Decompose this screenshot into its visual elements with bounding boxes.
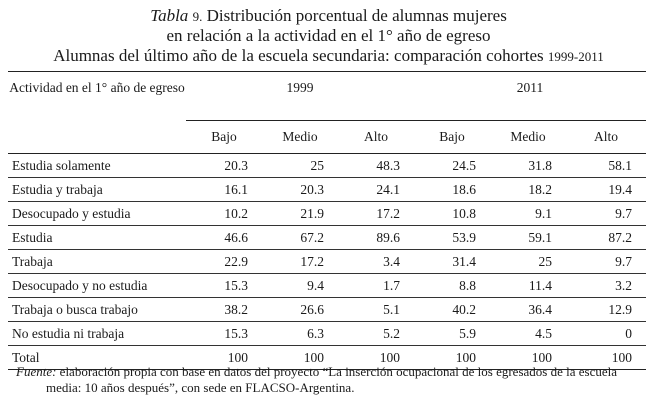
row-label: Estudia: [8, 225, 186, 250]
table-cell: 20.3: [186, 153, 262, 178]
table-cell: 31.4: [414, 249, 490, 274]
table-row: Total 100 100 100 100 100 100: [8, 345, 647, 370]
table-cell: 59.1: [490, 225, 566, 250]
table-cell: 58.1: [566, 153, 647, 178]
footnote: Fuente: elaboración propia con base en d…: [16, 364, 646, 396]
table-cell: 3.2: [566, 273, 647, 298]
table-title-line-1: Tabla 9. Distribución porcentual de alum…: [0, 6, 657, 27]
table-cell: 24.1: [338, 177, 414, 202]
table-row: No estudia ni trabaja 15.3 6.3 5.2 5.9 4.5 0: [8, 321, 647, 346]
table-cell: 3.4: [338, 249, 414, 274]
table-cell: 31.8: [490, 153, 566, 178]
table-cell: 100: [566, 345, 647, 370]
row-label: Total: [8, 345, 186, 370]
subtitle-text: Alumnas del último año de la escuela sec…: [53, 46, 544, 65]
subheader-bajo: Bajo: [414, 120, 490, 154]
subheader-medio: Medio: [262, 120, 338, 154]
table-cell: 38.2: [186, 297, 262, 322]
row-label: No estudia ni trabaja: [8, 321, 186, 346]
table-cell: 48.3: [338, 153, 414, 178]
table-cell: 36.4: [490, 297, 566, 322]
subheader-bajo: Bajo: [186, 120, 262, 154]
data-table: Actividad en el 1° año de egreso 1999 20…: [8, 71, 647, 370]
table-cell: 21.9: [262, 201, 338, 226]
row-label: Trabaja o busca trabajo: [8, 297, 186, 322]
table-cell: 12.9: [566, 297, 647, 322]
table-cell: 53.9: [414, 225, 490, 250]
table-cell: 25: [490, 249, 566, 274]
table-cell: 4.5: [490, 321, 566, 346]
table-cell: 67.2: [262, 225, 338, 250]
row-label: Desocupado y estudia: [8, 201, 186, 226]
table-cell: 0: [566, 321, 647, 346]
footnote-label: Fuente:: [16, 364, 57, 379]
subheader-alto: Alto: [338, 120, 414, 154]
table-cell: 24.5: [414, 153, 490, 178]
table-cell: 100: [414, 345, 490, 370]
table-cell: 25: [262, 153, 338, 178]
table-cell: 16.1: [186, 177, 262, 202]
row-label: Desocupado y no estudia: [8, 273, 186, 298]
table-cell: 19.4: [566, 177, 647, 202]
table-cell: 9.4: [262, 273, 338, 298]
subheader-medio: Medio: [490, 120, 566, 154]
table-row: Estudia 46.6 67.2 89.6 53.9 59.1 87.2: [8, 225, 647, 250]
table-row: Trabaja o busca trabajo 38.2 26.6 5.1 40.2 36…: [8, 297, 647, 322]
table-title-line-2: en relación a la actividad en el 1° año …: [166, 26, 491, 45]
table-cell: 87.2: [566, 225, 647, 250]
table-cell: 1.7: [338, 273, 414, 298]
group-header-2011: 2011: [414, 71, 647, 121]
table-cell: 17.2: [338, 201, 414, 226]
table-cell: 8.8: [414, 273, 490, 298]
table-cell: 10.2: [186, 201, 262, 226]
row-header: Actividad en el 1° año de egreso: [8, 71, 186, 154]
title-text: Distribución porcentual de alumnas mujer…: [206, 6, 507, 25]
table-cell: 15.3: [186, 321, 262, 346]
table-row: Trabaja 22.9 17.2 3.4 31.4 25 9.7: [8, 249, 647, 274]
table-number: 9.: [192, 9, 203, 24]
table-cell: 5.1: [338, 297, 414, 322]
table-label: Tabla: [150, 6, 189, 25]
footnote-line-2: media: 10 años después”, con sede en FLA…: [46, 380, 355, 395]
table-cell: 89.6: [338, 225, 414, 250]
row-label: Estudia solamente: [8, 153, 186, 178]
table-cell: 5.9: [414, 321, 490, 346]
table-cell: 9.1: [490, 201, 566, 226]
table-cell: 15.3: [186, 273, 262, 298]
table-cell: 9.7: [566, 201, 647, 226]
group-header-1999: 1999: [186, 71, 414, 121]
table-cell: 40.2: [414, 297, 490, 322]
footnote-line-1: elaboración propia con base en datos del…: [59, 364, 617, 379]
row-label: Estudia y trabaja: [8, 177, 186, 202]
table-row: Estudia solamente 20.3 25 48.3 24.5 31.8 58.1: [8, 153, 647, 178]
table-row: Desocupado y estudia 10.2 21.9 17.2 10.8 9.1 9…: [8, 201, 647, 226]
subheader-alto: Alto: [566, 120, 647, 154]
table-cell: 100: [186, 345, 262, 370]
table-cell: 46.6: [186, 225, 262, 250]
table-cell: 17.2: [262, 249, 338, 274]
table-cell: 9.7: [566, 249, 647, 274]
table-cell: 6.3: [262, 321, 338, 346]
table-row: Desocupado y no estudia 15.3 9.4 1.7 8.8 11.4…: [8, 273, 647, 298]
table-cell: 20.3: [262, 177, 338, 202]
row-label: Trabaja: [8, 249, 186, 274]
table-cell: 18.2: [490, 177, 566, 202]
table-row: Estudia y trabaja 16.1 20.3 24.1 18.6 18.2 19.…: [8, 177, 647, 202]
table-cell: 100: [262, 345, 338, 370]
table-cell: 100: [338, 345, 414, 370]
table-cell: 10.8: [414, 201, 490, 226]
table-cell: 11.4: [490, 273, 566, 298]
table-subtitle: Alumnas del último año de la escuela sec…: [0, 46, 657, 67]
table-cell: 5.2: [338, 321, 414, 346]
table-cell: 22.9: [186, 249, 262, 274]
table-cell: 26.6: [262, 297, 338, 322]
table-cell: 18.6: [414, 177, 490, 202]
subtitle-years: 1999-2011: [547, 49, 604, 64]
table-cell: 100: [490, 345, 566, 370]
